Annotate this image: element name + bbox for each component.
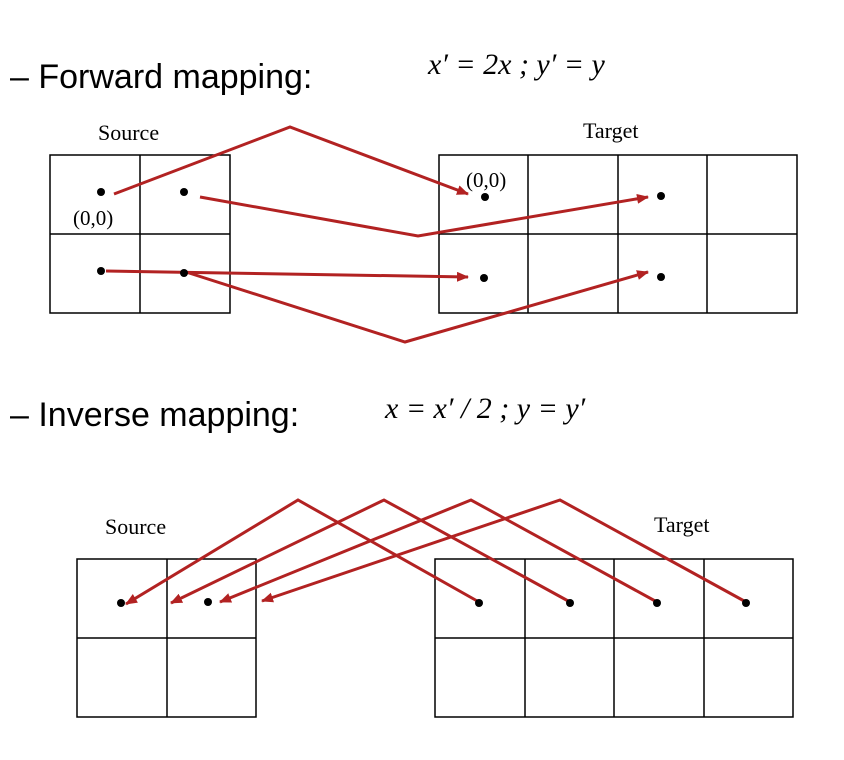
forward-source-dot (97, 188, 105, 196)
forward-target-dot (480, 274, 488, 282)
forward-source-grid (50, 155, 230, 313)
forward-dots (97, 188, 665, 282)
forward-source-dot (97, 267, 105, 275)
forward-target-grid (439, 155, 797, 313)
forward-arrow-1 (114, 127, 468, 194)
inverse-source-grid (77, 559, 256, 717)
forward-arrow-2 (200, 197, 648, 236)
forward-source-dot (180, 188, 188, 196)
inverse-target-dot (742, 599, 750, 607)
inverse-arrow-3 (220, 500, 657, 602)
inverse-target-dot (475, 599, 483, 607)
inverse-arrow-4 (262, 500, 746, 602)
inverse-target-dot (566, 599, 574, 607)
inverse-source-dot (117, 599, 125, 607)
forward-arrow-4 (186, 272, 648, 342)
forward-target-dot (481, 193, 489, 201)
inverse-arrows (126, 500, 746, 604)
forward-source-dot (180, 269, 188, 277)
forward-target-dot (657, 192, 665, 200)
forward-target-dot (657, 273, 665, 281)
inverse-source-dot (204, 598, 212, 606)
inverse-target-grid (435, 559, 793, 717)
forward-arrow-3 (106, 271, 468, 277)
inverse-target-dot (653, 599, 661, 607)
